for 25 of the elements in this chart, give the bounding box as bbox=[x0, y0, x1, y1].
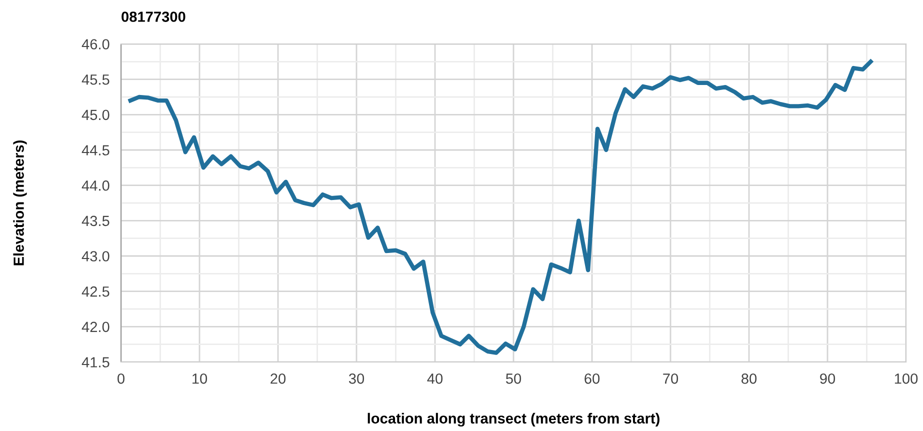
x-axis-title: location along transect (meters from start) bbox=[368, 412, 660, 427]
y-tick-label: 44.5 bbox=[82, 145, 110, 156]
y-tick-label: 45.5 bbox=[82, 74, 110, 85]
y-tick-label: 45.0 bbox=[82, 110, 110, 120]
x-tick-label: 40 bbox=[427, 373, 443, 384]
x-tick-label: 30 bbox=[348, 373, 364, 384]
x-tick-label: 90 bbox=[820, 373, 836, 384]
x-tick-label: 60 bbox=[584, 373, 600, 384]
y-tick-label: 46.0 bbox=[82, 39, 110, 50]
line-series bbox=[128, 60, 873, 355]
y-tick-label: 43.0 bbox=[82, 251, 110, 262]
chart-title: 08177300 bbox=[122, 12, 186, 22]
y-tick-label: 44.0 bbox=[82, 180, 110, 191]
y-tick-label: 41.5 bbox=[82, 357, 110, 368]
x-tick-label: 50 bbox=[506, 373, 522, 384]
x-tick-label: 0 bbox=[118, 373, 124, 384]
x-tick-label: 70 bbox=[663, 373, 678, 384]
y-axis-title: Elevation (meters) bbox=[13, 140, 27, 266]
y-tick-label: 42.0 bbox=[82, 322, 110, 332]
x-tick-label: 80 bbox=[742, 373, 757, 384]
x-tick-label: 10 bbox=[192, 373, 208, 384]
x-tick-label: 20 bbox=[270, 373, 286, 384]
y-tick-label: 43.5 bbox=[82, 216, 110, 226]
x-tick-label: 100 bbox=[894, 373, 918, 384]
y-tick-label: 42.5 bbox=[82, 286, 110, 297]
